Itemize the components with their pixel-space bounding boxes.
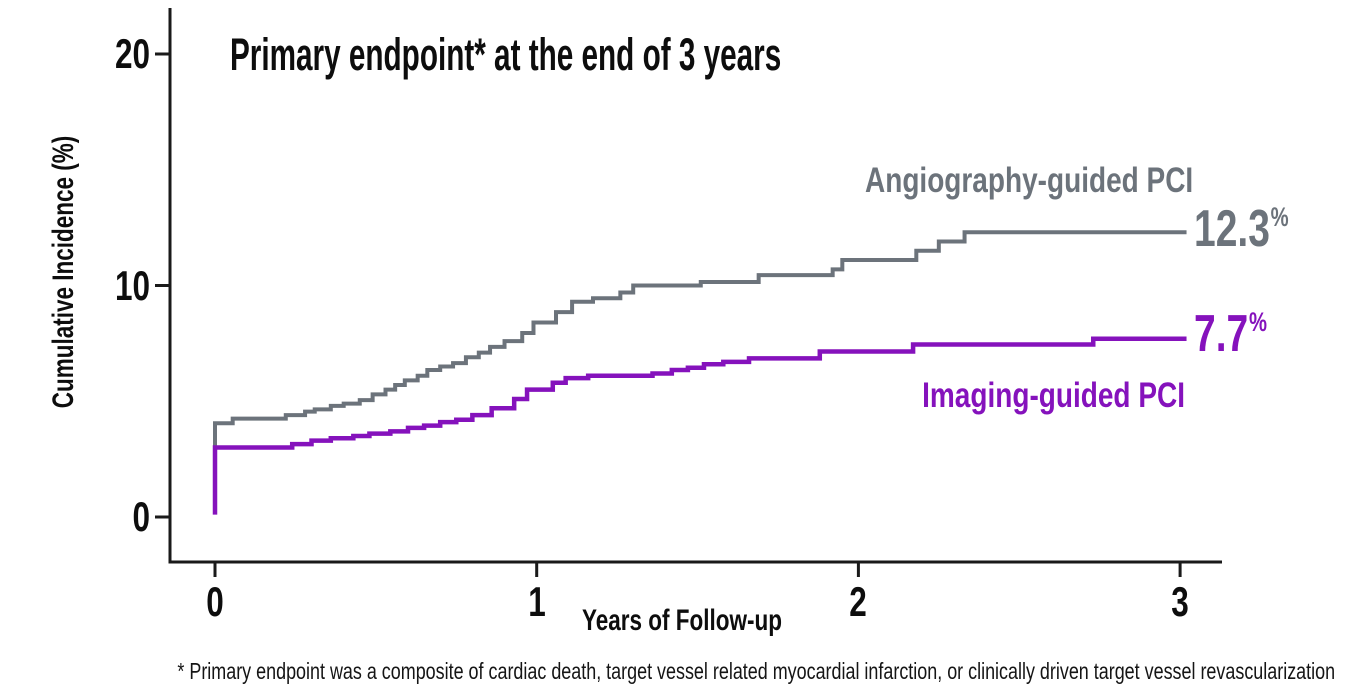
x-tick-label-1: 1	[528, 578, 546, 625]
axis-tick-marks	[155, 52, 1182, 577]
series-final-value-angiography: 12.3%	[1194, 203, 1322, 255]
series-final-value-number: 12.3	[1194, 200, 1270, 258]
series-label-imaging: Imaging-guided PCI	[922, 376, 1185, 415]
series-final-value-number: 7.7	[1194, 305, 1249, 363]
x-tick-label-2: 2	[849, 578, 867, 625]
curve-angiography-guided-pci	[213, 230, 1187, 514]
y-axis-label: Cumulative Incidence (%)	[47, 135, 80, 409]
footnote: * Primary endpoint was a composite of ca…	[177, 658, 1336, 684]
y-tick-label-0: 0	[132, 493, 150, 540]
curve-imaging-guided-pci	[212, 336, 1187, 515]
series-label-angiography: Angiography-guided PCI	[865, 161, 1194, 200]
percent-sign: %	[1248, 307, 1267, 337]
series-final-value-imaging: 7.7%	[1194, 308, 1322, 360]
x-axis-label: Years of Follow-up	[581, 604, 783, 637]
x-tick-label-3: 3	[1171, 578, 1189, 625]
y-tick-label-10: 10	[114, 262, 150, 309]
x-tick-label-0: 0	[206, 578, 224, 625]
chart-title: Primary endpoint* at the end of 3 years	[230, 29, 782, 80]
y-tick-label-20: 20	[114, 30, 150, 77]
axis-lines	[168, 8, 1222, 564]
percent-sign: %	[1270, 202, 1289, 232]
